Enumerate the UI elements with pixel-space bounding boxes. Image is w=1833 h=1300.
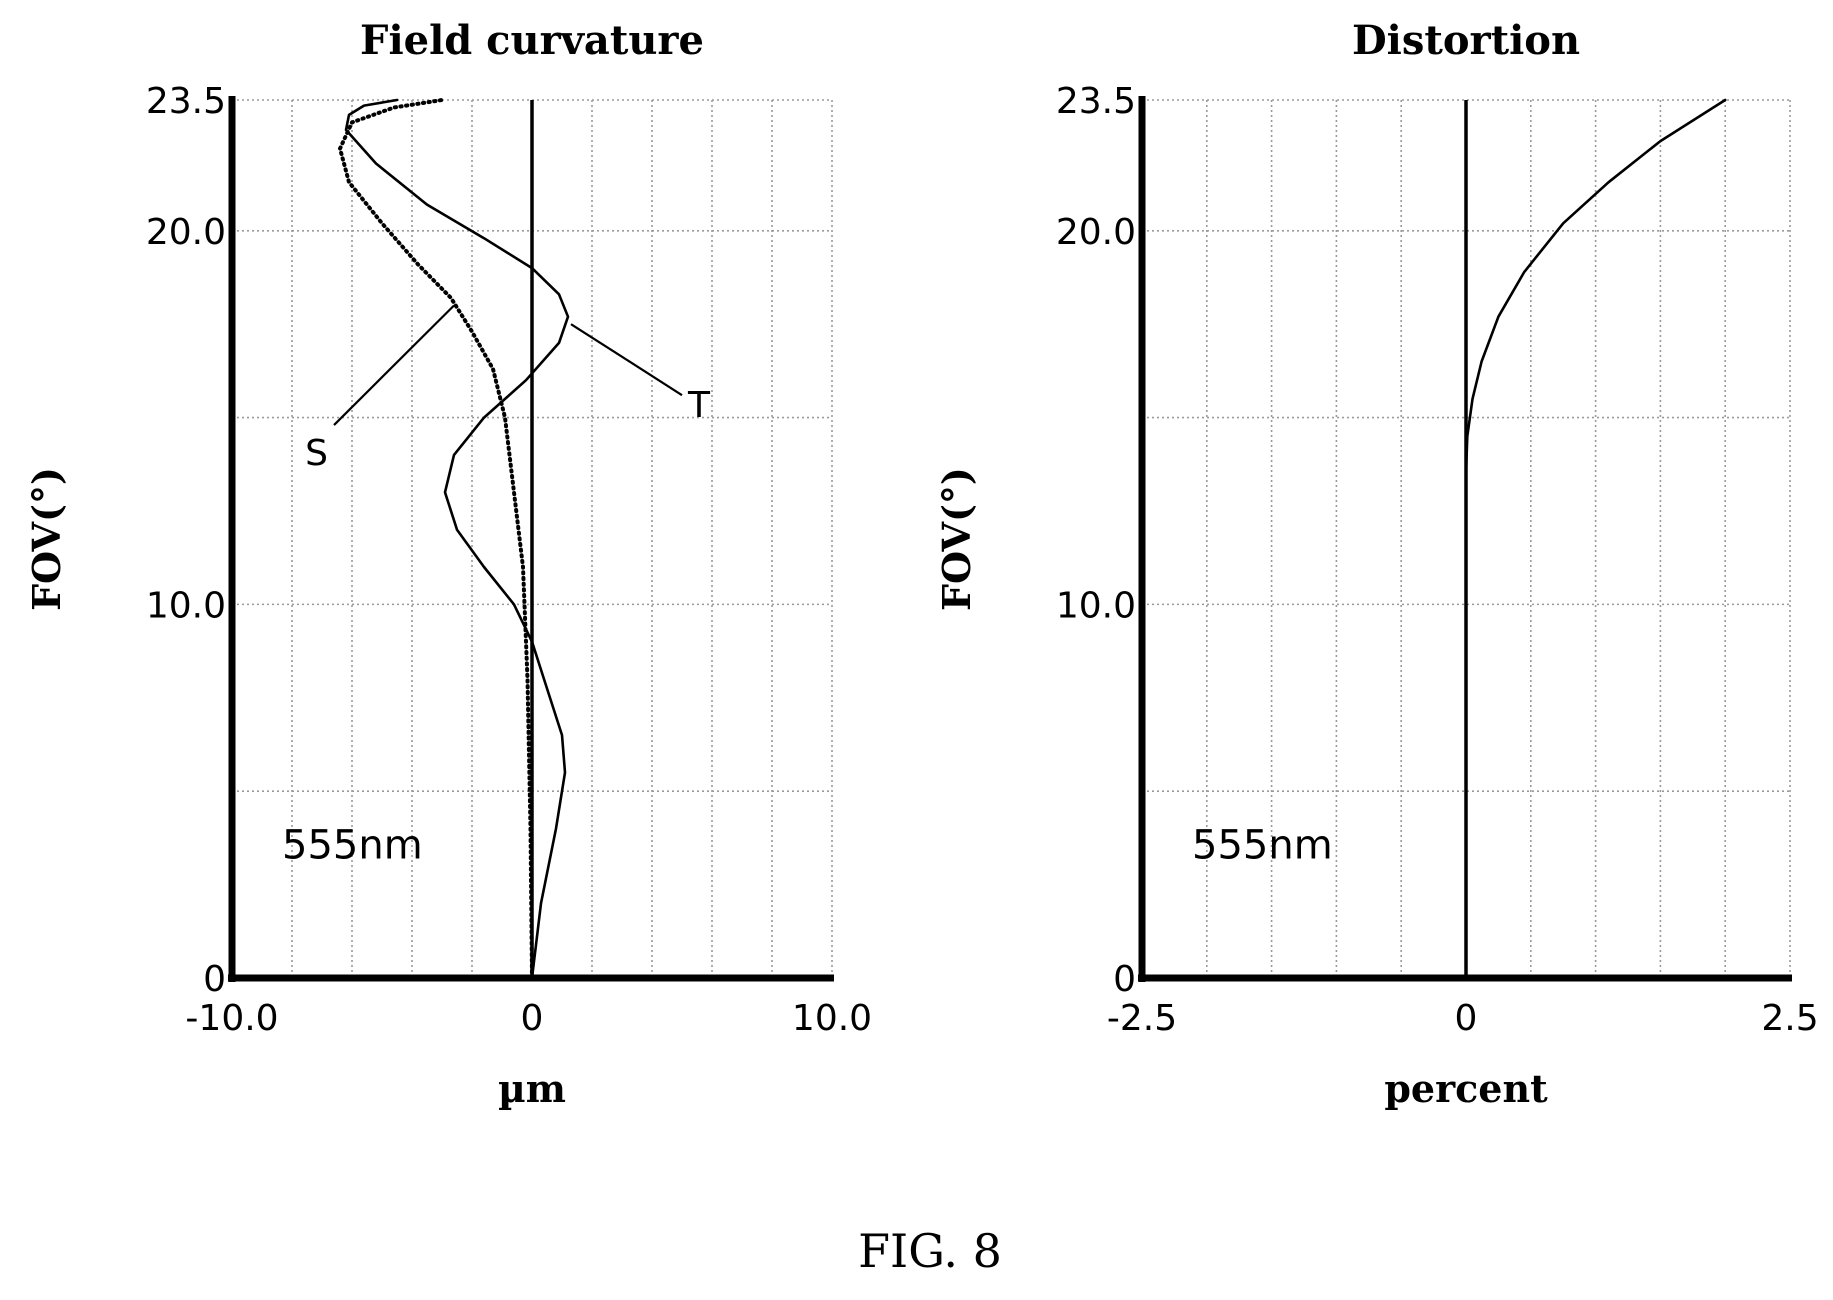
y-tick-label: 20.0 (146, 212, 226, 253)
y-axis-label: FOV(°) (934, 467, 979, 611)
y-tick-label: 0 (1113, 959, 1136, 1000)
x-tick-label: 0 (1455, 998, 1478, 1039)
series-label-s: S (305, 433, 328, 474)
y-tick-label: 20.0 (1056, 212, 1136, 253)
chart-title: Field curvature (360, 17, 704, 64)
y-tick-label: 10.0 (1056, 585, 1136, 626)
y-tick-label: 10.0 (146, 585, 226, 626)
series-label-t: T (687, 385, 711, 426)
y-tick-label: 0 (203, 959, 226, 1000)
x-axis-label: percent (1384, 1066, 1548, 1111)
leader-line-t (570, 323, 683, 397)
chart-panel-2: -2.5 0 2.5010.020.023.5DistortionpercentFO… (934, 17, 1819, 1111)
series-line-s (338, 98, 534, 980)
y-axis-label: FOV(°) (24, 467, 69, 611)
x-tick-label: 2.5 (1761, 998, 1818, 1039)
y-tick-label: 23.5 (1056, 81, 1136, 122)
y-tick-label: 23.5 (146, 81, 226, 122)
series-line-1 (1464, 98, 1727, 980)
x-axis-label: µm (498, 1066, 566, 1111)
wavelength-annotation: 555nm (1192, 822, 1333, 868)
figure-caption: FIG. 8 (858, 1224, 1002, 1278)
x-tick-label: -2.5 (1107, 998, 1177, 1039)
chart-title: Distortion (1352, 17, 1580, 64)
series-line-t (344, 98, 570, 980)
leader-line-s (333, 304, 455, 426)
x-tick-label: 10.0 (792, 998, 872, 1039)
wavelength-annotation: 555nm (282, 822, 423, 868)
x-tick-label: 0 (521, 998, 544, 1039)
x-tick-label: -10.0 (185, 998, 278, 1039)
